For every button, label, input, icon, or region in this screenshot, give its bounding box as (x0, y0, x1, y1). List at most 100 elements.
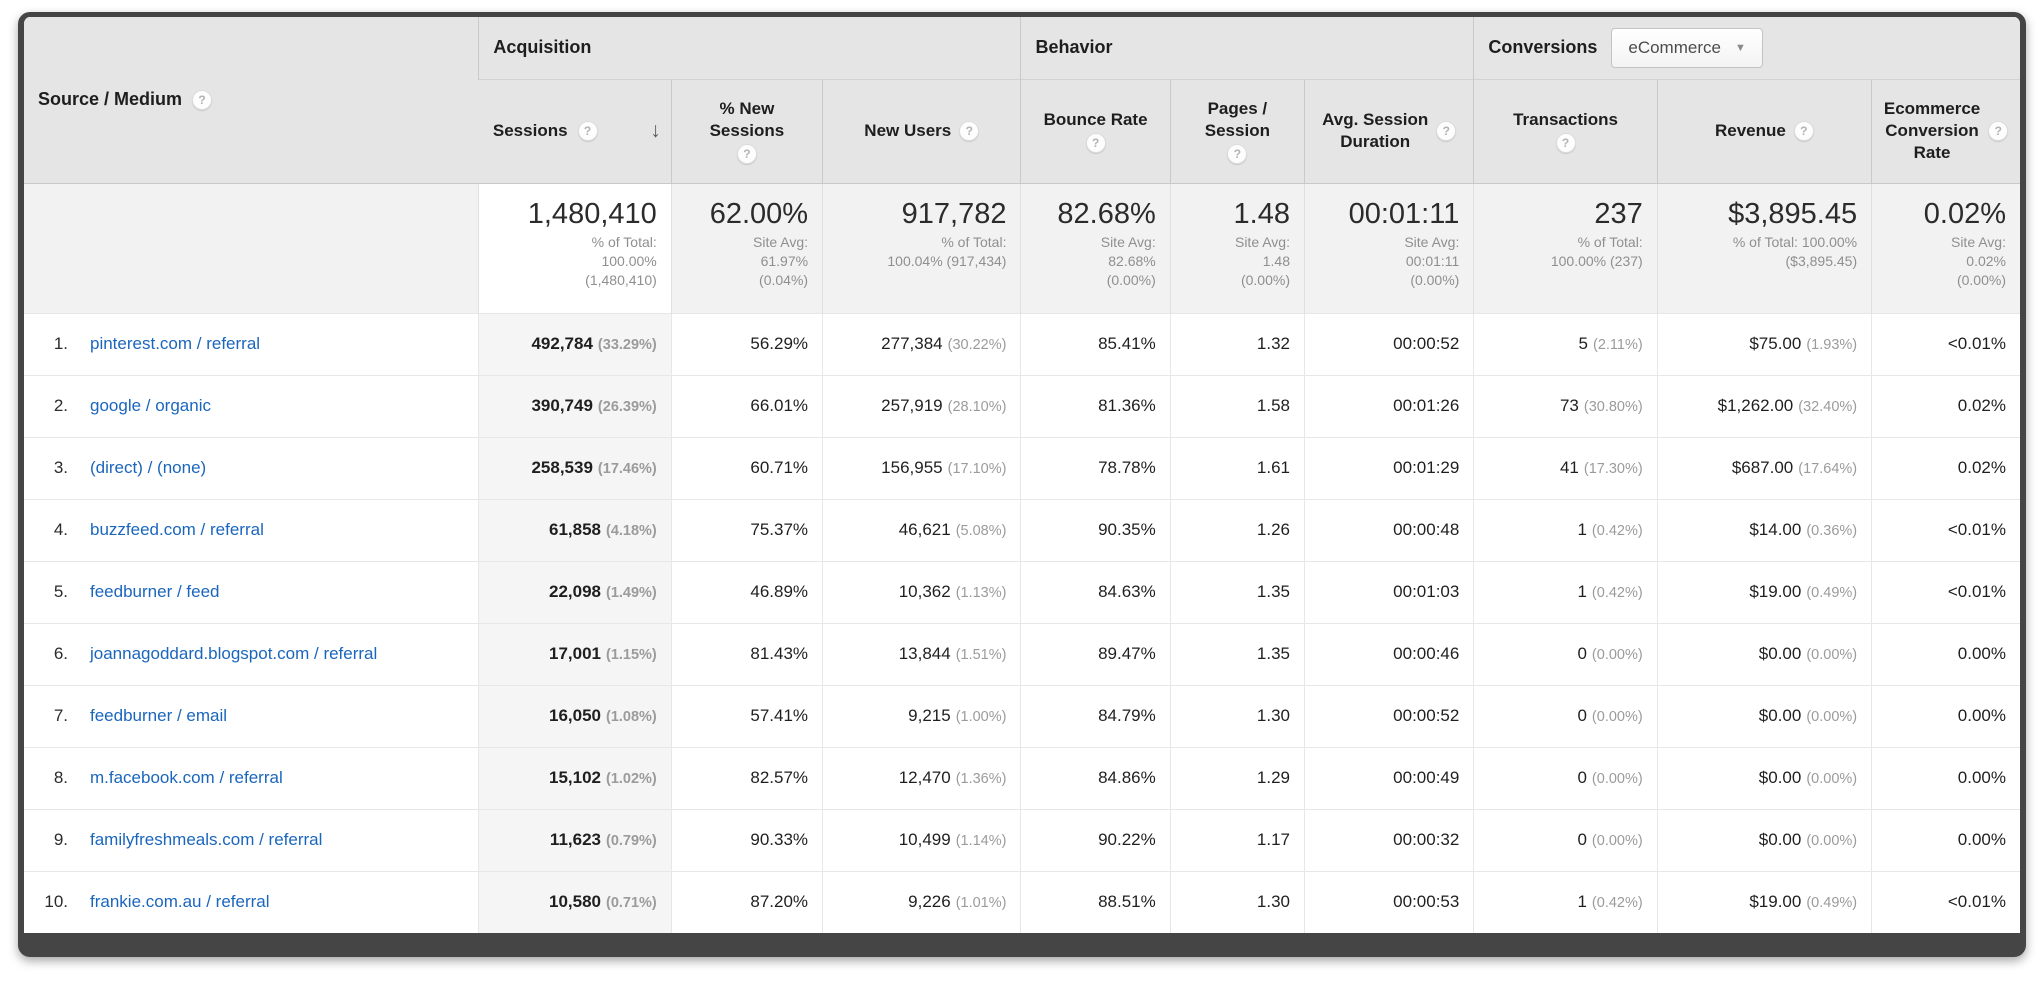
totals-pct-new-sub: Site Avg: 61.97% (0.04%) (753, 233, 809, 288)
col-header-bounce-rate[interactable]: Bounce Rate ? (1020, 78, 1171, 183)
source-medium-link[interactable]: (direct) / (none) (90, 457, 207, 477)
col-header-new-users[interactable]: New Users ? (822, 78, 1021, 183)
col-header-pages-session[interactable]: Pages / Session ? (1169, 78, 1305, 183)
new-users-pct: (5.08%) (955, 523, 1007, 539)
revenue-pct: (0.00%) (1806, 771, 1858, 787)
conversions-goal-dropdown[interactable]: eCommerce ▼ (1611, 27, 1763, 68)
sessions-pct: (4.18%) (605, 523, 657, 539)
totals-new-users-value: 917,782 (901, 197, 1007, 230)
help-icon[interactable]: ? (736, 143, 757, 164)
col-header-transactions[interactable]: Transactions ? (1473, 78, 1658, 183)
source-medium-cell: 8. m.facebook.com / referral (24, 746, 479, 809)
bounce-rate-cell: 85.41% (1020, 312, 1171, 375)
help-icon[interactable]: ? (577, 121, 598, 141)
bounce-rate-cell: 84.86% (1020, 746, 1171, 809)
bounce-rate-cell: 89.47% (1020, 622, 1171, 685)
new-users-cell: 277,384 (30.22%) (822, 312, 1021, 375)
table-row: 4. buzzfeed.com / referral 61,858 (4.18%)… (24, 498, 2020, 561)
source-medium-link[interactable]: pinterest.com / referral (90, 333, 261, 353)
col-header-pct-new-sessions[interactable]: % New Sessions ? (670, 78, 823, 183)
totals-pct-new-value: 62.00% (709, 197, 809, 230)
revenue-value: $19.00 (1749, 582, 1802, 601)
help-icon[interactable]: ? (1988, 121, 2009, 141)
revenue-pct: (1.93%) (1806, 337, 1858, 353)
revenue-cell: $0.00 (0.00%) (1656, 622, 1872, 685)
revenue-pct: (17.64%) (1798, 461, 1858, 477)
col-header-revenue[interactable]: Revenue ? (1656, 78, 1872, 183)
new-users-label: New Users (864, 120, 952, 140)
totals-bounce-sub: Site Avg: 82.68% (0.00%) (1100, 233, 1156, 288)
table-row: 1. pinterest.com / referral 492,784 (33.2… (24, 312, 2020, 375)
table-row: 10. frankie.com.au / referral 10,580 (0.7… (24, 870, 2020, 933)
source-medium-link[interactable]: frankie.com.au / referral (90, 891, 270, 911)
source-medium-link[interactable]: feedburner / email (90, 705, 228, 725)
analytics-sources-table: Source / Medium ? Acquisition Behavior C… (18, 12, 2026, 957)
ecommerce-rate-cell: 0.00% (1871, 808, 2020, 871)
source-medium-link[interactable]: buzzfeed.com / referral (90, 519, 264, 539)
totals-transactions: 237 % of Total: 100.00% (237) (1473, 182, 1658, 313)
pages-session-label: Pages / Session (1204, 99, 1270, 140)
help-icon[interactable]: ? (959, 121, 980, 141)
group-conversions: Conversions eCommerce ▼ (1473, 17, 2020, 79)
new-users-value: 12,470 (898, 768, 951, 787)
source-medium-link[interactable]: feedburner / feed (90, 581, 220, 601)
row-rank: 2. (53, 396, 68, 415)
transactions-value: 1 (1577, 520, 1587, 539)
help-icon[interactable]: ? (1436, 121, 1457, 141)
group-behavior: Behavior (1020, 17, 1474, 79)
source-medium-link[interactable]: familyfreshmeals.com / referral (90, 829, 323, 849)
transactions-cell: 0 (0.00%) (1473, 684, 1658, 747)
source-medium-link[interactable]: m.facebook.com / referral (90, 767, 283, 787)
revenue-value: $687.00 (1731, 458, 1794, 477)
pages-session-cell: 1.30 (1169, 684, 1305, 747)
help-icon[interactable]: ? (1793, 121, 1814, 141)
help-icon[interactable]: ? (1085, 133, 1106, 154)
table-row: 3. (direct) / (none) 258,539 (17.46%) 60.… (24, 436, 2020, 499)
new-users-cell: 10,499 (1.14%) (822, 808, 1021, 871)
transactions-cell: 41 (17.30%) (1473, 436, 1658, 499)
revenue-cell: $14.00 (0.36%) (1656, 498, 1872, 561)
sessions-cell: 10,580 (0.71%) (478, 870, 672, 933)
avg-duration-cell: 00:01:03 (1303, 560, 1474, 623)
source-medium-link[interactable]: google / organic (90, 395, 211, 415)
sessions-pct: (1.02%) (605, 771, 657, 787)
new-users-cell: 156,955 (17.10%) (822, 436, 1021, 499)
transactions-pct: (0.00%) (1591, 647, 1643, 663)
pages-session-cell: 1.35 (1169, 560, 1305, 623)
revenue-cell: $19.00 (0.49%) (1656, 560, 1872, 623)
col-header-sessions[interactable]: Sessions ? ↓ (478, 78, 672, 183)
group-conversions-label: Conversions (1488, 37, 1598, 58)
sessions-value: 258,539 (531, 458, 593, 477)
sessions-value: 17,001 (548, 644, 601, 663)
pct-new-sessions-cell: 87.20% (670, 870, 823, 933)
pages-session-cell: 1.29 (1169, 746, 1305, 809)
sessions-cell: 11,623 (0.79%) (478, 808, 672, 871)
col-header-ecommerce-rate[interactable]: Ecommerce Conversion Rate ? (1871, 78, 2020, 183)
source-medium-link[interactable]: joannagoddard.blogspot.com / referral (90, 643, 378, 663)
avg-duration-cell: 00:00:49 (1303, 746, 1474, 809)
totals-revenue: $3,895.45 % of Total: 100.00% ($3,895.45… (1656, 182, 1872, 313)
revenue-cell: $0.00 (0.00%) (1656, 684, 1872, 747)
revenue-pct: (0.00%) (1806, 709, 1858, 725)
new-users-value: 13,844 (898, 644, 951, 663)
new-users-value: 10,499 (898, 830, 951, 849)
sessions-pct: (0.71%) (605, 895, 657, 912)
help-icon[interactable]: ? (1555, 133, 1576, 154)
help-icon[interactable]: ? (192, 89, 213, 110)
pct-new-sessions-cell: 75.37% (670, 498, 823, 561)
pages-session-cell: 1.30 (1169, 870, 1305, 933)
bounce-rate-cell: 78.78% (1020, 436, 1171, 499)
ecommerce-rate-cell: <0.01% (1871, 560, 2020, 623)
bounce-rate-label: Bounce Rate (1043, 109, 1148, 129)
source-medium-cell: 5. feedburner / feed (24, 560, 479, 623)
transactions-pct: (0.42%) (1591, 895, 1643, 912)
totals-pages-sub: Site Avg: 1.48 (0.00%) (1234, 233, 1290, 288)
ecommerce-rate-cell: <0.01% (1871, 870, 2020, 933)
help-icon[interactable]: ? (1227, 143, 1248, 164)
sessions-label: Sessions (492, 121, 568, 140)
sort-desc-icon[interactable]: ↓ (650, 119, 661, 142)
sessions-value: 22,098 (548, 582, 601, 601)
revenue-value: $1,262.00 (1717, 396, 1794, 415)
new-users-cell: 257,919 (28.10%) (822, 374, 1021, 437)
col-header-avg-duration[interactable]: Avg. Session Duration ? (1303, 78, 1474, 183)
